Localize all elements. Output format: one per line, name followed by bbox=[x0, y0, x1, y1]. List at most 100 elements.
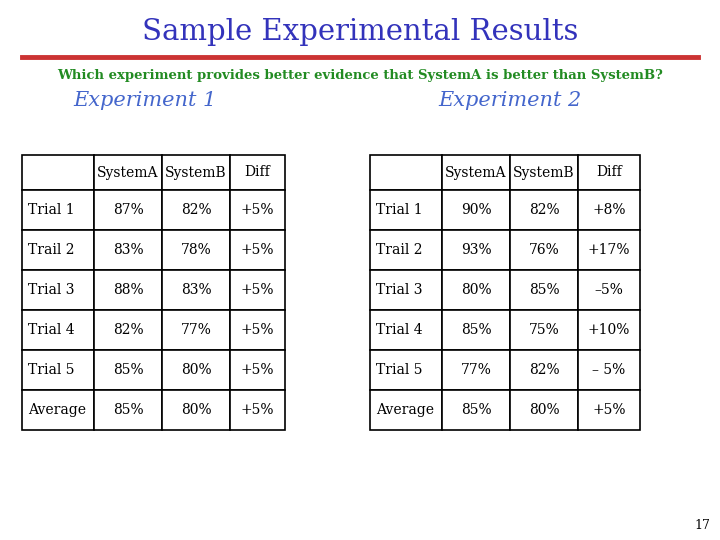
Text: Trial 5: Trial 5 bbox=[376, 363, 423, 377]
Text: 80%: 80% bbox=[461, 283, 491, 297]
Bar bbox=[578, 310, 640, 350]
Text: –5%: –5% bbox=[595, 283, 624, 297]
Bar bbox=[370, 310, 442, 350]
Text: 77%: 77% bbox=[181, 323, 212, 337]
Text: Trial 3: Trial 3 bbox=[376, 283, 423, 297]
Text: Trial 4: Trial 4 bbox=[376, 323, 423, 337]
Text: 93%: 93% bbox=[461, 243, 491, 257]
Bar bbox=[442, 155, 510, 190]
Bar bbox=[510, 230, 578, 270]
Bar bbox=[370, 190, 442, 230]
Text: Trial 3: Trial 3 bbox=[28, 283, 74, 297]
Text: Trial 5: Trial 5 bbox=[28, 363, 74, 377]
Bar bbox=[22, 190, 94, 230]
Text: SystemB: SystemB bbox=[513, 165, 575, 179]
Bar bbox=[22, 230, 94, 270]
Bar bbox=[578, 155, 640, 190]
Bar bbox=[442, 230, 510, 270]
Text: – 5%: – 5% bbox=[593, 363, 626, 377]
Bar bbox=[510, 390, 578, 430]
Text: 88%: 88% bbox=[113, 283, 143, 297]
Bar bbox=[578, 190, 640, 230]
Text: Trail 2: Trail 2 bbox=[28, 243, 74, 257]
Text: +5%: +5% bbox=[240, 283, 274, 297]
Bar bbox=[22, 155, 94, 190]
Bar bbox=[230, 190, 285, 230]
Bar bbox=[94, 190, 162, 230]
Bar bbox=[510, 270, 578, 310]
Bar bbox=[162, 155, 230, 190]
Text: +5%: +5% bbox=[240, 323, 274, 337]
Text: 80%: 80% bbox=[181, 403, 211, 417]
Text: SystemB: SystemB bbox=[165, 165, 227, 179]
Bar bbox=[370, 155, 442, 190]
Text: 82%: 82% bbox=[528, 203, 559, 217]
Bar bbox=[94, 270, 162, 310]
Bar bbox=[510, 350, 578, 390]
Bar bbox=[162, 270, 230, 310]
Bar bbox=[94, 390, 162, 430]
Bar bbox=[230, 230, 285, 270]
Bar bbox=[162, 350, 230, 390]
Text: 17: 17 bbox=[694, 519, 710, 532]
Bar bbox=[578, 270, 640, 310]
Text: Diff: Diff bbox=[596, 165, 622, 179]
Bar bbox=[578, 390, 640, 430]
Text: 77%: 77% bbox=[461, 363, 492, 377]
Text: Diff: Diff bbox=[245, 165, 271, 179]
Text: Which experiment provides better evidence that SystemA is better than SystemB?: Which experiment provides better evidenc… bbox=[57, 70, 663, 83]
Text: +5%: +5% bbox=[593, 403, 626, 417]
Bar bbox=[22, 270, 94, 310]
Bar bbox=[94, 155, 162, 190]
Text: Trial 4: Trial 4 bbox=[28, 323, 75, 337]
Text: 78%: 78% bbox=[181, 243, 212, 257]
Bar bbox=[94, 230, 162, 270]
Text: Average: Average bbox=[28, 403, 86, 417]
Text: 80%: 80% bbox=[528, 403, 559, 417]
Bar bbox=[22, 310, 94, 350]
Bar bbox=[22, 390, 94, 430]
Bar bbox=[162, 310, 230, 350]
Text: 82%: 82% bbox=[528, 363, 559, 377]
Bar bbox=[230, 270, 285, 310]
Text: Average: Average bbox=[376, 403, 434, 417]
Bar bbox=[510, 190, 578, 230]
Bar bbox=[442, 310, 510, 350]
Bar bbox=[578, 230, 640, 270]
Text: 76%: 76% bbox=[528, 243, 559, 257]
Text: 85%: 85% bbox=[113, 403, 143, 417]
Bar bbox=[230, 310, 285, 350]
Text: 82%: 82% bbox=[181, 203, 211, 217]
Bar bbox=[370, 230, 442, 270]
Text: Experiment 1: Experiment 1 bbox=[73, 91, 217, 110]
Bar bbox=[510, 310, 578, 350]
Bar bbox=[442, 350, 510, 390]
Bar bbox=[370, 350, 442, 390]
Text: 75%: 75% bbox=[528, 323, 559, 337]
Text: 85%: 85% bbox=[113, 363, 143, 377]
Bar bbox=[370, 270, 442, 310]
Text: 80%: 80% bbox=[181, 363, 211, 377]
Text: SystemA: SystemA bbox=[445, 165, 507, 179]
Bar bbox=[230, 390, 285, 430]
Text: +5%: +5% bbox=[240, 363, 274, 377]
Text: +17%: +17% bbox=[588, 243, 630, 257]
Text: 83%: 83% bbox=[181, 283, 211, 297]
Bar bbox=[578, 350, 640, 390]
Text: +10%: +10% bbox=[588, 323, 630, 337]
Bar bbox=[94, 310, 162, 350]
Text: 87%: 87% bbox=[112, 203, 143, 217]
Text: Experiment 2: Experiment 2 bbox=[438, 91, 582, 110]
Text: Trail 2: Trail 2 bbox=[376, 243, 423, 257]
Text: +5%: +5% bbox=[240, 203, 274, 217]
Bar bbox=[370, 390, 442, 430]
Text: 82%: 82% bbox=[113, 323, 143, 337]
Bar bbox=[162, 230, 230, 270]
Text: Trial 1: Trial 1 bbox=[28, 203, 75, 217]
Text: SystemA: SystemA bbox=[97, 165, 158, 179]
Text: 85%: 85% bbox=[528, 283, 559, 297]
Text: Trial 1: Trial 1 bbox=[376, 203, 423, 217]
Bar bbox=[442, 270, 510, 310]
Bar bbox=[22, 350, 94, 390]
Text: +5%: +5% bbox=[240, 403, 274, 417]
